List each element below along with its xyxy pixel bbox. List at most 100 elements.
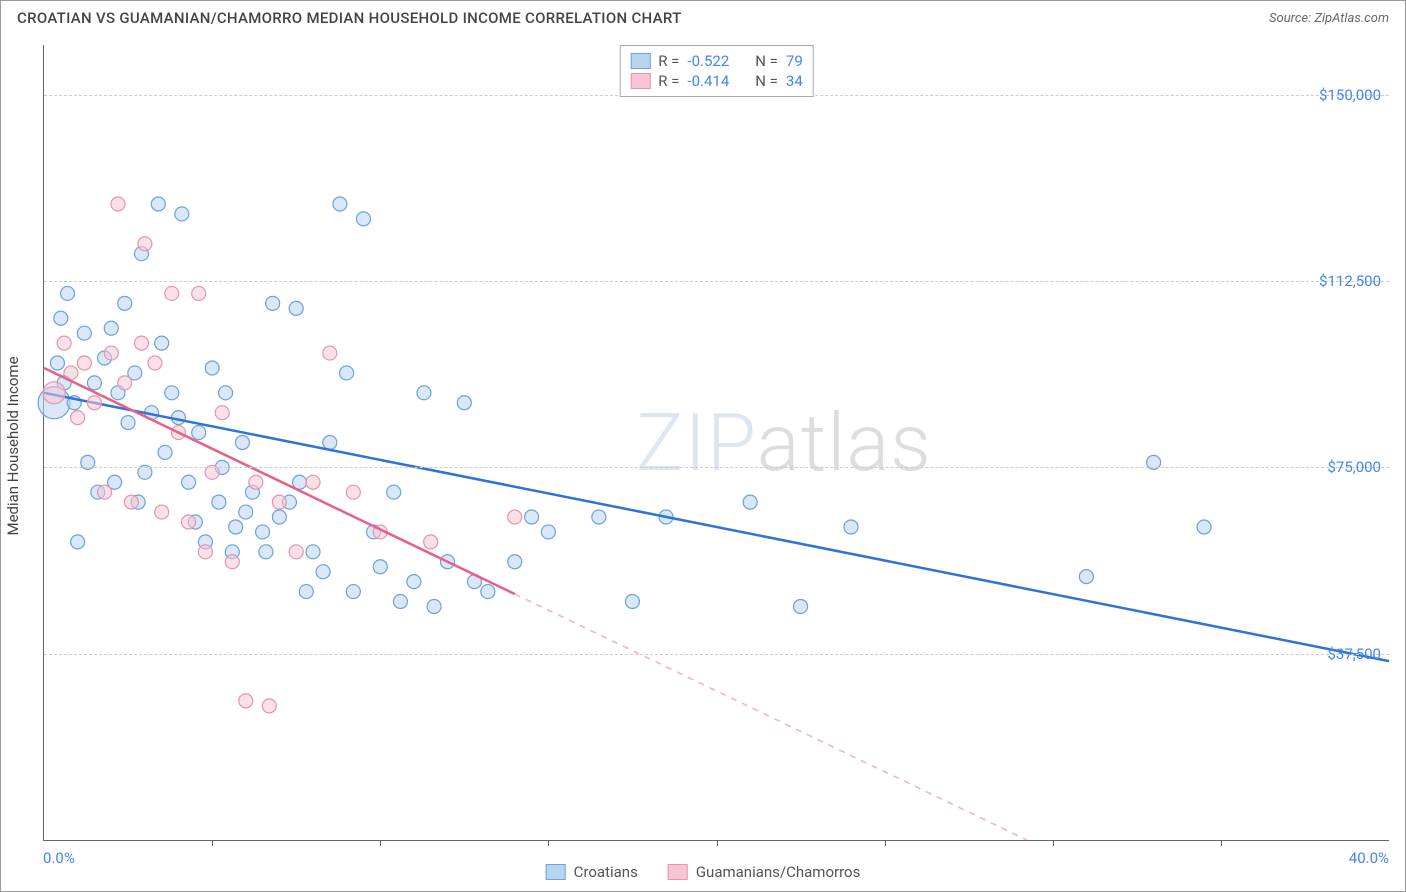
data-point xyxy=(1079,570,1093,584)
source-label: Source: xyxy=(1269,11,1314,26)
data-point xyxy=(743,495,757,509)
data-point xyxy=(323,436,337,450)
n-label: N = xyxy=(755,72,778,90)
data-point xyxy=(1197,520,1211,534)
data-point xyxy=(87,396,101,410)
data-point xyxy=(289,301,303,315)
data-point xyxy=(373,560,387,574)
x-axis-min-label: 0.0% xyxy=(43,849,75,867)
data-point xyxy=(844,520,858,534)
n-label: N = xyxy=(755,52,778,70)
data-point xyxy=(57,336,71,350)
legend-swatch xyxy=(630,73,650,89)
data-point xyxy=(148,356,162,370)
data-point xyxy=(219,386,233,400)
legend-stat-row: R = -0.522 N = 79 xyxy=(630,52,803,70)
data-point xyxy=(175,207,189,221)
data-point xyxy=(272,495,286,509)
r-value: -0.414 xyxy=(687,72,729,90)
plot-area: ZIPatlas R = -0.522N = 79R = -0.414N = 3… xyxy=(43,45,1389,841)
data-point xyxy=(165,386,179,400)
data-point xyxy=(158,445,172,459)
data-point xyxy=(393,595,407,609)
x-tick xyxy=(380,840,381,846)
data-point xyxy=(262,699,276,713)
data-point xyxy=(77,326,91,340)
data-point xyxy=(323,346,337,360)
data-point xyxy=(155,505,169,519)
data-point xyxy=(198,545,212,559)
n-value: 34 xyxy=(786,72,803,90)
y-tick-label: $112,500 xyxy=(1319,272,1381,290)
data-point xyxy=(481,585,495,599)
data-point xyxy=(306,475,320,489)
x-tick xyxy=(1221,840,1222,846)
data-point xyxy=(235,436,249,450)
data-point xyxy=(417,386,431,400)
legend-swatch xyxy=(668,864,688,880)
data-point xyxy=(104,321,118,335)
data-point xyxy=(165,286,179,300)
data-point xyxy=(525,510,539,524)
data-point xyxy=(87,376,101,390)
chart-header: CROATIAN VS GUAMANIAN/CHAMORRO MEDIAN HO… xyxy=(1,1,1405,31)
data-point xyxy=(182,475,196,489)
data-point xyxy=(407,575,421,589)
n-value: 79 xyxy=(786,52,803,70)
legend-swatch xyxy=(546,864,566,880)
data-point xyxy=(239,505,253,519)
data-point xyxy=(77,356,91,370)
data-point xyxy=(104,346,118,360)
y-tick-label: $37,500 xyxy=(1327,645,1381,663)
series-legend: Croatians Guamanians/Chamorros xyxy=(546,863,861,881)
data-point xyxy=(43,382,65,404)
data-point xyxy=(316,565,330,579)
legend-series-name: Guamanians/Chamorros xyxy=(696,863,860,881)
data-point xyxy=(151,197,165,211)
data-point xyxy=(508,555,522,569)
data-point xyxy=(346,585,360,599)
correlation-legend: R = -0.522 N = 79 R = -0.414 N = 34 xyxy=(619,45,814,97)
gridline xyxy=(44,281,1389,282)
legend-item: Guamanians/Chamorros xyxy=(668,863,860,881)
data-point xyxy=(239,694,253,708)
data-point xyxy=(192,426,206,440)
gridline xyxy=(44,467,1389,468)
data-point xyxy=(346,485,360,499)
x-tick xyxy=(1053,840,1054,846)
x-tick xyxy=(717,840,718,846)
data-point xyxy=(299,585,313,599)
data-point xyxy=(306,545,320,559)
data-point xyxy=(625,595,639,609)
data-point xyxy=(124,495,138,509)
data-point xyxy=(794,599,808,613)
data-point xyxy=(54,311,68,325)
data-point xyxy=(272,510,286,524)
r-label: R = xyxy=(658,52,679,70)
data-point xyxy=(135,336,149,350)
data-point xyxy=(121,416,135,430)
data-point xyxy=(205,361,219,375)
data-point xyxy=(182,515,196,529)
data-point xyxy=(71,411,85,425)
data-point xyxy=(111,197,125,211)
chart-source: Source: ZipAtlas.com xyxy=(1269,11,1389,26)
data-point xyxy=(138,237,152,251)
data-point xyxy=(225,555,239,569)
data-point xyxy=(457,396,471,410)
data-point xyxy=(340,366,354,380)
r-label: R = xyxy=(658,72,679,90)
data-point xyxy=(155,336,169,350)
legend-item: Croatians xyxy=(546,863,638,881)
regression-line-dashed xyxy=(515,594,1027,840)
data-point xyxy=(356,212,370,226)
chart-container: CROATIAN VS GUAMANIAN/CHAMORRO MEDIAN HO… xyxy=(0,0,1406,892)
data-point xyxy=(259,545,273,559)
data-point xyxy=(249,475,263,489)
legend-stat-row: R = -0.414 N = 34 xyxy=(630,72,803,90)
data-point xyxy=(424,535,438,549)
r-value: -0.522 xyxy=(687,52,729,70)
regression-line xyxy=(44,393,1389,661)
data-point xyxy=(592,510,606,524)
x-tick xyxy=(885,840,886,846)
